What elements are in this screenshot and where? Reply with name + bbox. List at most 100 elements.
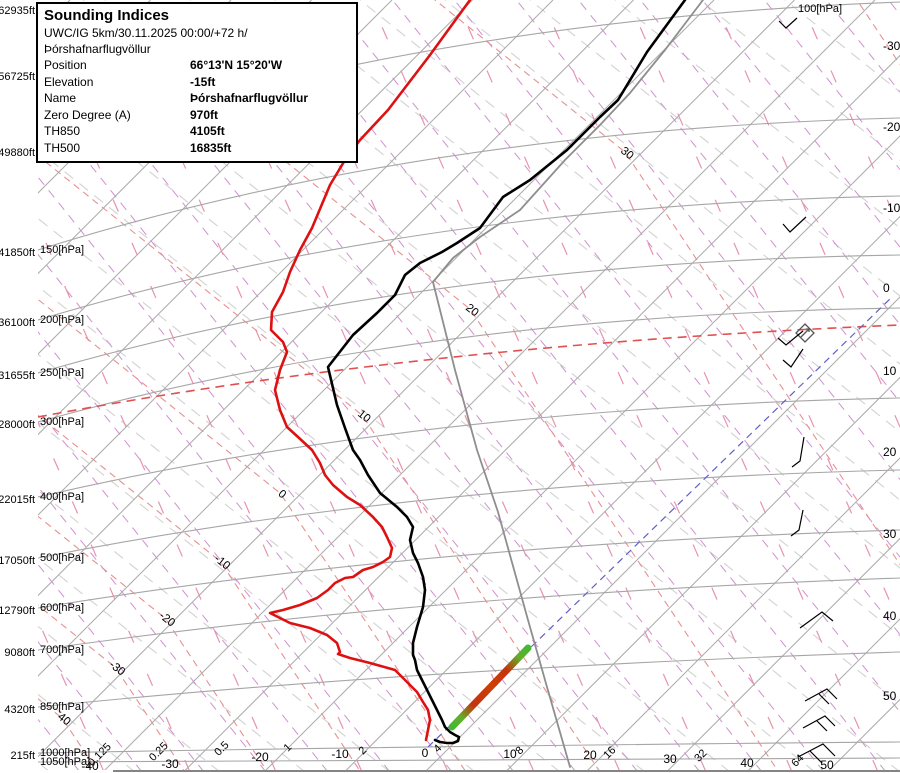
info-panel-rows: Position 66°13'N 15°20'W Elevation -15ft Nam…: [44, 57, 350, 156]
temperature-axis-label-right: 40: [883, 609, 897, 623]
mixing-ratio-label: 64: [789, 752, 806, 769]
wind-barbs: [777, 17, 838, 764]
wind-barb-icon: [791, 436, 805, 468]
temperature-axis-label-right: 10: [883, 364, 897, 378]
temperature-axis-label-bottom: -20: [251, 750, 269, 764]
altitude-axis-label: 28000ft: [0, 419, 35, 431]
info-row: Name Þórshafnarflugvöllur: [44, 90, 350, 107]
wind-barb-icon: [799, 611, 834, 629]
temperature-axis-label-right: 20: [883, 445, 897, 459]
altitude-axis-label: 49880ft: [0, 147, 35, 159]
tropopause-line: [38, 324, 900, 418]
temperature-axis-label-right: 30: [883, 527, 897, 541]
temperature-axis-label-right: -20: [883, 120, 900, 134]
pressure-axis-label: 300[hPa]: [40, 416, 84, 428]
wind-barb-icon: [816, 720, 828, 732]
altitude-axis-label: 22015ft: [0, 494, 35, 506]
info-row-label: TH500: [44, 140, 81, 155]
temperature-axis-label-bottom: 30: [663, 752, 677, 766]
pressure-axis-label: 1000[hPa]: [40, 747, 90, 759]
mixing-ratio-label: 0.5: [212, 739, 231, 758]
adiabat-label: 10: [355, 408, 372, 425]
isobars: [38, 1, 900, 763]
adiabat-label: -20: [157, 610, 177, 630]
info-row: TH500 16835ft: [44, 140, 350, 157]
mixing-ratio-label: 4: [431, 742, 444, 755]
pressure-axis-label: 400[hPa]: [40, 491, 84, 503]
altitude-axis-label: 12790ft: [0, 605, 35, 617]
altitude-axis-label: 41850ft: [0, 247, 35, 259]
wind-barb-icon: [782, 348, 804, 368]
pressure-axis-label: 1050[hPa]: [40, 756, 90, 768]
adiabat-label: 30: [618, 145, 635, 162]
wind-barb-icon: [777, 330, 804, 346]
altitude-axis-label: 215ft: [11, 750, 35, 762]
info-row-value: -15ft: [190, 74, 216, 89]
temperature-axis-label-right: 0: [883, 281, 890, 295]
tropopause-marker: [795, 323, 815, 343]
info-row-value: 16835ft: [190, 140, 232, 155]
temperature-axis-label-bottom: -40: [81, 759, 99, 773]
altitude-axis-label: 17050ft: [0, 555, 35, 567]
pressure-axis-label: 700[hPa]: [40, 644, 84, 656]
info-row-label: Zero Degree (A): [44, 107, 131, 122]
pressure-axis-label: 150[hPa]: [40, 244, 84, 256]
pressure-axis-label: 250[hPa]: [40, 367, 84, 379]
info-row: Position 66°13'N 15°20'W: [44, 57, 350, 74]
info-row-label: Name: [44, 91, 77, 105]
temperature-axis-label-bottom: 10: [503, 747, 517, 761]
wind-barb-icon: [790, 509, 804, 537]
temperature-axis-label-right: 50: [883, 689, 897, 703]
info-row-value: 4105ft: [190, 124, 225, 138]
mixing-ratio-label: 32: [692, 747, 709, 764]
info-row-label: Elevation: [44, 74, 94, 89]
info-row-value: 66°13'N 15°20'W: [190, 58, 283, 72]
adiabat-label: -30: [107, 659, 127, 679]
adiabat-label: 0: [276, 488, 288, 501]
altitude-axis-label: 4320ft: [4, 704, 35, 716]
adiabat-label: -10: [212, 553, 232, 573]
temperature-axis-label-bottom: 40: [740, 756, 754, 770]
temperature-axis-label-bottom: -30: [161, 757, 179, 771]
altitude-axis-label: 56725ft: [0, 71, 35, 83]
pressure-axis-label: 850[hPa]: [40, 701, 84, 713]
sounding-info-panel: Sounding Indices UWC/IG 5km/30.11.2025 0…: [36, 2, 358, 163]
wind-barb-icon: [809, 750, 823, 764]
altitude-axis-label: 9080ft: [4, 647, 35, 659]
adiabat-label: 40: [55, 711, 72, 728]
parcel-trace: [432, 0, 704, 768]
temperature-axis-label-bottom: 0: [422, 746, 429, 760]
wind-barb-icon: [804, 688, 838, 702]
info-row-label: Position: [44, 58, 87, 72]
info-row: TH850 4105ft: [44, 123, 350, 140]
info-panel-title: Sounding Indices: [44, 7, 170, 24]
temperature-axis-label-right: -30: [883, 39, 900, 53]
wind-barb-icon: [797, 743, 836, 758]
info-row: Elevation -15ft: [44, 74, 350, 91]
altitude-axis-label: 36100ft: [0, 317, 35, 329]
temperature-axis-label-bottom: -10: [331, 747, 349, 761]
wind-barb-icon: [782, 216, 807, 233]
parcel-energy-segment: [448, 644, 532, 731]
pressure-axis-label: 600[hPa]: [40, 602, 84, 614]
mixing-ratio-label: 2: [356, 744, 369, 757]
pressure-axis-label: 500[hPa]: [40, 552, 84, 564]
info-panel-subtitle: UWC/IG 5km/30.11.2025 00:00/+72 h/Þórsha…: [44, 26, 248, 56]
info-row: Zero Degree (A) 970ft: [44, 107, 350, 124]
temperature-axis-label-bottom: 50: [820, 758, 834, 772]
wind-barb-icon: [802, 715, 836, 729]
wind-barb-icon: [818, 693, 830, 705]
info-row-value: 970ft: [190, 107, 219, 122]
temperature-axis-label-bottom: 20: [583, 748, 597, 762]
wind-barb-icon: [778, 17, 798, 29]
pressure-axis-label-top-right: 100[hPa]: [798, 3, 842, 15]
temperature-curve: [326, 0, 687, 745]
info-row-value: Þórshafnarflugvöllur: [190, 91, 309, 105]
dewpoint-curve: [268, 0, 472, 742]
info-row-label: TH850: [44, 124, 81, 138]
pressure-axis-label: 200[hPa]: [40, 314, 84, 326]
altitude-axis-label: 62935ft: [0, 5, 35, 17]
